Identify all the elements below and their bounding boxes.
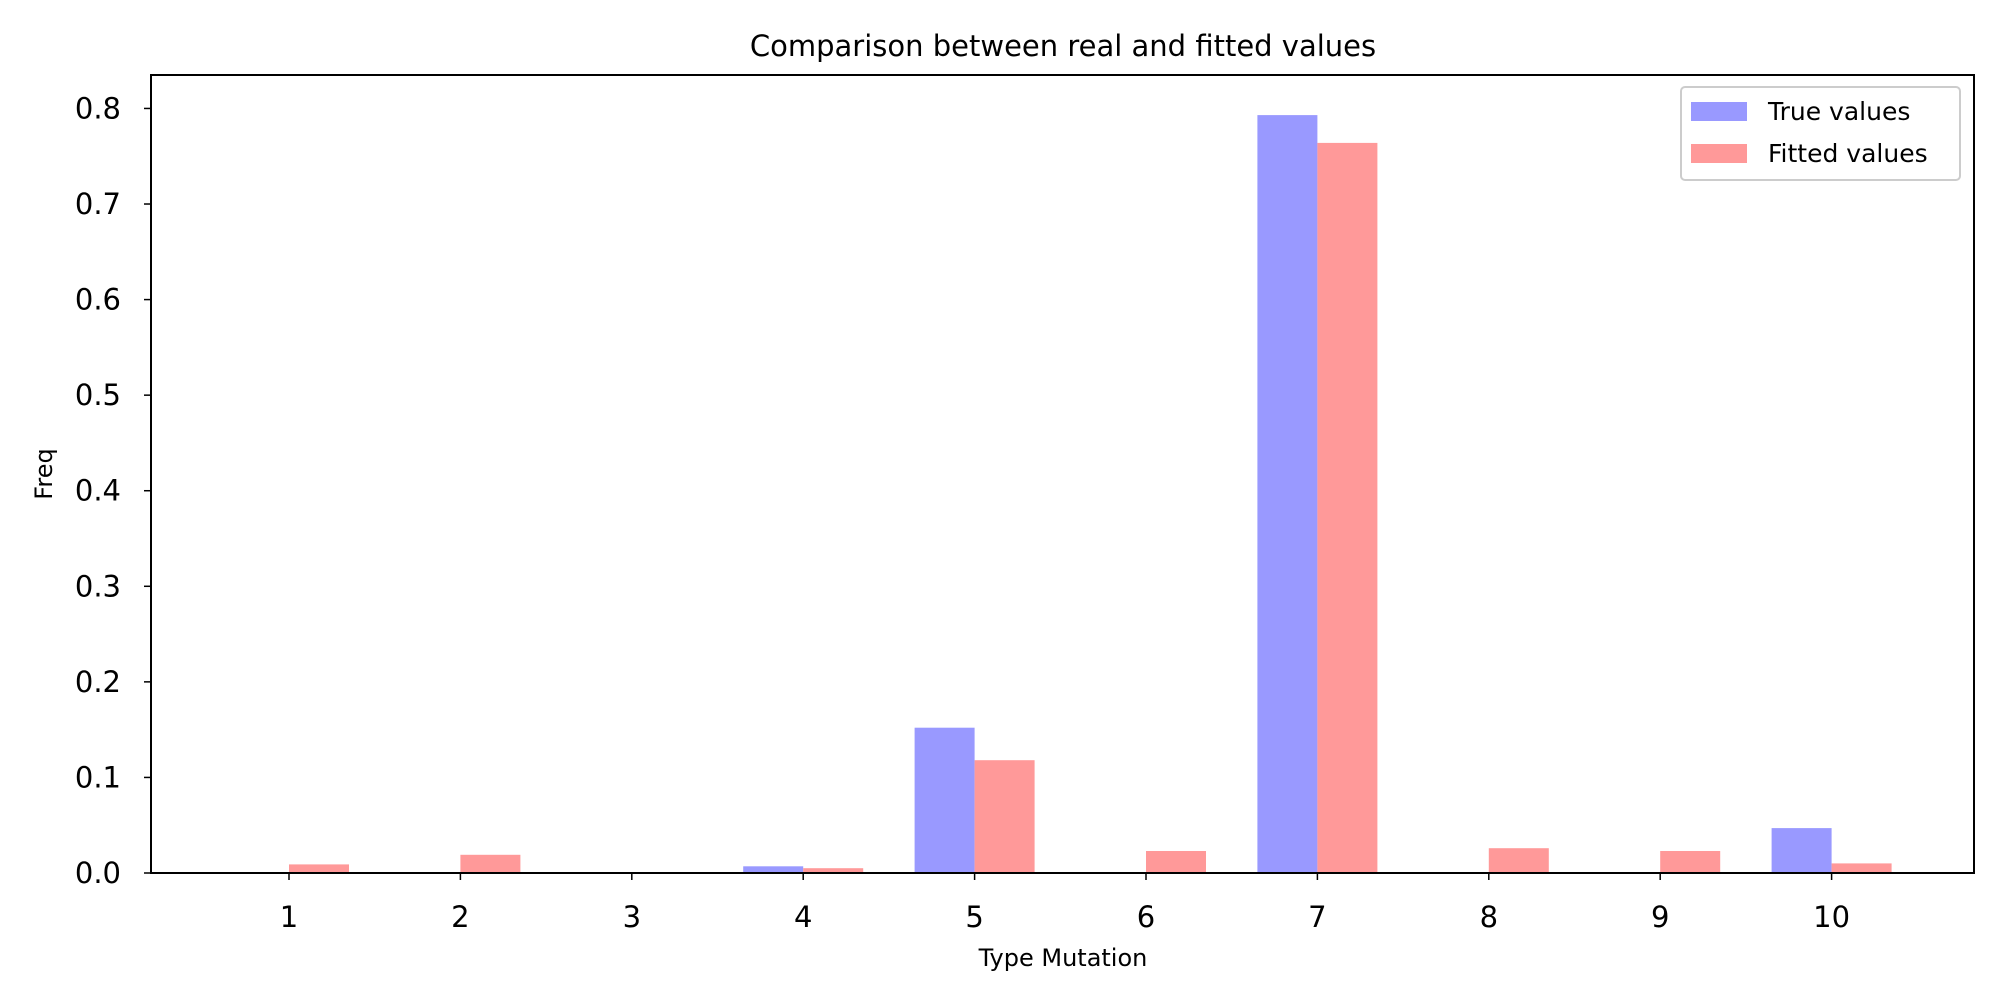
- x-tick-label: 10: [1813, 900, 1850, 934]
- x-tick-label: 5: [965, 900, 983, 934]
- bar-true-values-4: [743, 866, 804, 873]
- bar-fitted-values-10: [1831, 863, 1892, 873]
- legend-box: [1680, 86, 1961, 181]
- y-axis-label: Freq: [30, 448, 58, 499]
- y-axis: 0.0 0.1 0.2 0.3 0.4 0.5 0.6 0.7 0.8: [75, 91, 151, 890]
- bar-fitted-values-4: [803, 868, 864, 873]
- bar-true-values-10: [1771, 828, 1832, 873]
- y-tick-label: 0.1: [75, 760, 121, 794]
- x-tick-label: 9: [1651, 900, 1669, 934]
- x-tick-label: 3: [623, 900, 641, 934]
- legend-label-true-values: True values: [1767, 97, 1910, 126]
- x-tick-label: 1: [280, 900, 298, 934]
- y-tick-label: 0.5: [75, 378, 121, 412]
- bar-fitted-values-1: [289, 864, 349, 873]
- y-tick-label: 0.2: [75, 665, 121, 699]
- y-tick-label: 0.0: [75, 856, 121, 890]
- legend-swatch-true-values: [1691, 102, 1747, 121]
- bar-fitted-values-6: [1146, 851, 1206, 873]
- bar-fitted-values-5: [974, 760, 1035, 873]
- x-tick-label: 7: [1308, 900, 1326, 934]
- x-tick-label: 6: [1137, 900, 1155, 934]
- x-tick-label: 8: [1480, 900, 1498, 934]
- bar-fitted-values-7: [1317, 142, 1378, 873]
- x-axis: 1 2 3 4 5 6 7 8 9 10: [280, 873, 1850, 934]
- bars-layer: [289, 115, 1892, 874]
- legend-label-fitted-values: Fitted values: [1768, 139, 1928, 168]
- legend: True values Fitted values: [1680, 86, 1961, 181]
- x-tick-label: 4: [794, 900, 812, 934]
- plot-area-frame: [150, 74, 1975, 874]
- y-tick-label: 0.4: [75, 474, 121, 508]
- y-tick-label: 0.6: [75, 283, 121, 317]
- chart-title: Comparison between real and fitted value…: [750, 29, 1376, 63]
- bar-fitted-values-2: [460, 854, 521, 873]
- bar-fitted-values-8: [1488, 848, 1549, 873]
- x-axis-label: Type Mutation: [978, 944, 1148, 972]
- y-tick-label: 0.8: [75, 91, 121, 125]
- y-tick-label: 0.3: [75, 569, 121, 603]
- legend-swatch-fitted-values: [1691, 144, 1747, 163]
- bar-fitted-values-9: [1660, 851, 1721, 873]
- x-tick-label: 2: [451, 900, 469, 934]
- y-tick-label: 0.7: [75, 187, 121, 221]
- bar-true-values-7: [1257, 115, 1318, 874]
- bar-true-values-5: [914, 727, 975, 873]
